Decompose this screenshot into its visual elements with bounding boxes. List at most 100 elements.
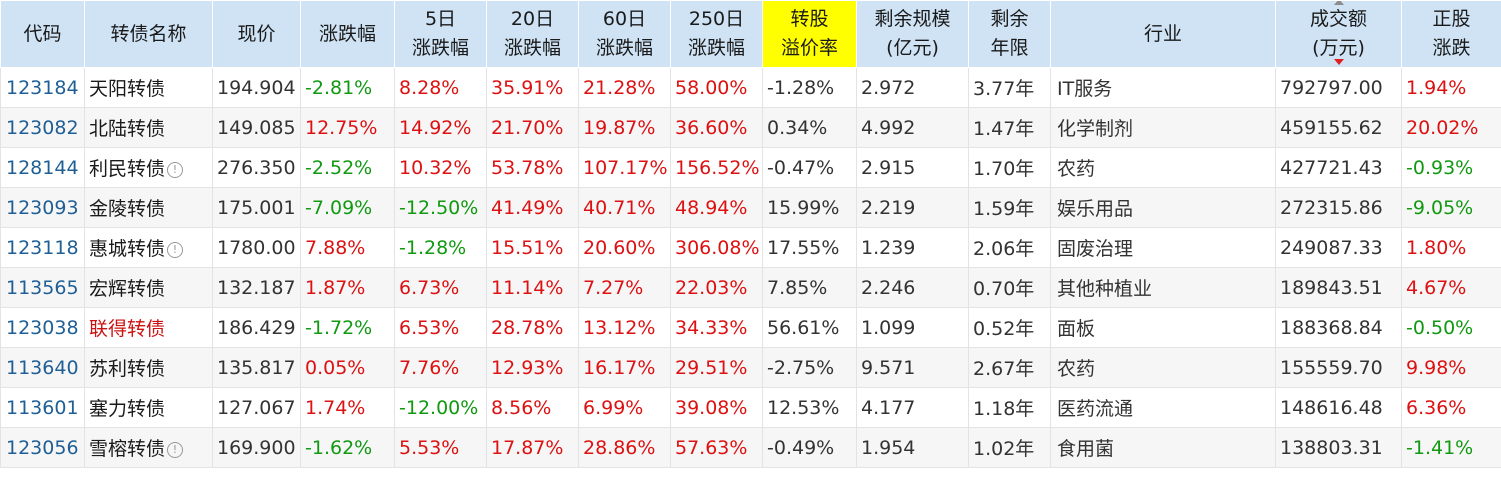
bond-code-link[interactable]: 123038 — [0, 307, 85, 348]
table-row[interactable]: 123093 金陵转债 175.001 -7.09% -12.50% 41.49% 40.7… — [0, 187, 1501, 228]
bond-code-link-text[interactable]: 113565 — [6, 276, 79, 299]
industry-cell-text: 医药流通 — [1057, 398, 1134, 420]
premium-cell: -0.49% — [762, 427, 857, 468]
bond-name-link[interactable]: 宏辉转债 — [84, 267, 213, 308]
header-label-line: 5日 — [424, 8, 457, 30]
bond-code-link[interactable]: 123056 — [0, 427, 85, 468]
bond-name-link-text[interactable]: 北陆转债 — [89, 118, 166, 140]
info-circle-icon[interactable]: ! — [167, 442, 184, 458]
bond-code-link[interactable]: 128144 — [0, 147, 85, 188]
price-cell: 1780.00 — [212, 227, 301, 268]
table-row[interactable]: 113565 宏辉转债 132.187 1.87% 6.73% 11.14% 7.27% 22… — [0, 267, 1501, 308]
bond-code-link[interactable]: 113640 — [0, 347, 85, 388]
bond-code-link[interactable]: 123093 — [0, 187, 85, 228]
col-scale-header[interactable]: 剩余规模 (亿元) — [856, 0, 969, 68]
col-years-header[interactable]: 剩余 年限 — [968, 0, 1051, 68]
sort-ascending-icon[interactable] — [1333, 1, 1344, 5]
bond-name-link[interactable]: 天阳转债 — [84, 67, 213, 108]
bond-name-link-text[interactable]: 天阳转债 — [89, 78, 166, 100]
bond-code-link-text[interactable]: 123038 — [6, 316, 79, 339]
change-60d-cell: 16.17% — [578, 347, 671, 388]
bond-code-link-text[interactable]: 123082 — [6, 116, 79, 139]
col-change-60d-header[interactable]: 60日 涨跌幅 — [578, 0, 671, 68]
bond-name-link-text[interactable]: 利民转债 — [89, 158, 166, 180]
bond-code-link-text[interactable]: 113640 — [6, 356, 79, 379]
bond-code-link[interactable]: 123118 — [0, 227, 85, 268]
change-250d-cell: 57.63% — [670, 427, 763, 468]
bond-code-link-text[interactable]: 123093 — [6, 196, 79, 219]
years-cell: 2.06年 — [968, 227, 1051, 268]
years-cell-text: 1.59年 — [973, 198, 1035, 220]
header-label-line: 20日 — [510, 8, 555, 30]
change-60d-cell: 20.60% — [578, 227, 671, 268]
bond-name-link[interactable]: 利民转债! — [84, 147, 213, 188]
sort-descending-icon[interactable] — [1333, 59, 1344, 65]
bond-code-link[interactable]: 123184 — [0, 67, 85, 108]
table-row[interactable]: 123118 惠城转债! 1780.00 7.88% -1.28% 15.51% 20.60… — [0, 227, 1501, 268]
bond-code-link[interactable]: 113565 — [0, 267, 85, 308]
bond-code-link-text[interactable]: 123184 — [6, 76, 79, 99]
premium-cell: 17.55% — [762, 227, 857, 268]
bond-name-link-text[interactable]: 宏辉转债 — [89, 278, 166, 300]
bond-name-link[interactable]: 惠城转债! — [84, 227, 213, 268]
bond-name-link-text[interactable]: 惠城转债 — [89, 238, 166, 260]
change-250d-cell: 34.33% — [670, 307, 763, 348]
col-price-header[interactable]: 现价 — [212, 0, 301, 68]
bond-name-link[interactable]: 北陆转债 — [84, 107, 213, 148]
stock-change-cell-text: -0.50% — [1406, 316, 1474, 339]
industry-cell-text: 其他种植业 — [1057, 278, 1153, 300]
bond-code-link[interactable]: 123082 — [0, 107, 85, 148]
table-row[interactable]: 123184 天阳转债 194.904 -2.81% 8.28% 35.91% 21.28%… — [0, 67, 1501, 108]
scale-cell: 4.177 — [856, 387, 969, 428]
stock-change-cell: 4.67% — [1401, 267, 1501, 308]
change-5d-cell-text: 14.92% — [399, 116, 472, 139]
change-20d-cell: 17.87% — [486, 427, 579, 468]
bond-code-link[interactable]: 113601 — [0, 387, 85, 428]
bond-code-link-text[interactable]: 123118 — [6, 236, 79, 259]
bond-name-link-text[interactable]: 塞力转债 — [89, 398, 166, 420]
bond-name-link-text[interactable]: 联得转债 — [89, 318, 166, 340]
change-60d-cell-text: 21.28% — [583, 76, 656, 99]
col-change-250d-header[interactable]: 250日 涨跌幅 — [670, 0, 763, 68]
change-20d-cell: 15.51% — [486, 227, 579, 268]
change-20d-cell: 8.56% — [486, 387, 579, 428]
bond-name-link-text[interactable]: 金陵转债 — [89, 198, 166, 220]
col-stock-change-header[interactable]: 正股 涨跌 — [1401, 0, 1501, 68]
change-60d-cell-text: 13.12% — [583, 316, 656, 339]
table-row[interactable]: 113601 塞力转债 127.067 1.74% -12.00% 8.56% 6.99% 3… — [0, 387, 1501, 428]
table-row[interactable]: 113640 苏利转债 135.817 0.05% 7.76% 12.93% 16.17% 2… — [0, 347, 1501, 388]
col-change-header[interactable]: 涨跌幅 — [300, 0, 395, 68]
table-row[interactable]: 123082 北陆转债 149.085 12.75% 14.92% 21.70% 19.87… — [0, 107, 1501, 148]
bond-name-link[interactable]: 金陵转债 — [84, 187, 213, 228]
col-amount-header[interactable]: 成交额 (万元) — [1275, 0, 1402, 68]
col-change-5d-header[interactable]: 5日 涨跌幅 — [394, 0, 487, 68]
col-code-header[interactable]: 代码 — [0, 0, 85, 68]
bond-name-link[interactable]: 塞力转债 — [84, 387, 213, 428]
table-row[interactable]: 123038 联得转债 186.429 -1.72% 6.53% 28.78% 13.12%… — [0, 307, 1501, 348]
amount-cell-text: 459155.62 — [1280, 116, 1383, 139]
industry-cell: 农药 — [1050, 347, 1276, 388]
bond-name-link[interactable]: 雪榕转债! — [84, 427, 213, 468]
table-row[interactable]: 123056 雪榕转债! 169.900 -1.62% 5.53% 17.87% 28.86… — [0, 427, 1501, 468]
change-60d-cell-text: 7.27% — [583, 276, 644, 299]
bond-code-link-text[interactable]: 123056 — [6, 436, 79, 459]
bond-name-link-text[interactable]: 雪榕转债 — [89, 438, 166, 460]
col-industry-header[interactable]: 行业 — [1050, 0, 1276, 68]
premium-cell-text: 15.99% — [767, 196, 840, 219]
col-premium-header[interactable]: 转股 溢价率 — [762, 0, 857, 68]
bond-name-link-text[interactable]: 苏利转债 — [89, 358, 166, 380]
bond-name-link[interactable]: 苏利转债 — [84, 347, 213, 388]
change-250d-cell: 29.51% — [670, 347, 763, 388]
table-row[interactable]: 128144 利民转债! 276.350 -2.52% 10.32% 53.78% 107.… — [0, 147, 1501, 188]
bond-code-link-text[interactable]: 113601 — [6, 396, 79, 419]
change-5d-cell: 7.76% — [394, 347, 487, 388]
bond-code-link-text[interactable]: 128144 — [6, 156, 79, 179]
amount-cell: 459155.62 — [1275, 107, 1402, 148]
change-5d-cell: 8.28% — [394, 67, 487, 108]
col-name-header[interactable]: 转债名称 — [84, 0, 213, 68]
info-circle-icon[interactable]: ! — [167, 242, 184, 258]
info-circle-icon[interactable]: ! — [167, 162, 184, 178]
bond-name-link[interactable]: 联得转债 — [84, 307, 213, 348]
scale-cell: 1.954 — [856, 427, 969, 468]
col-change-20d-header[interactable]: 20日 涨跌幅 — [486, 0, 579, 68]
